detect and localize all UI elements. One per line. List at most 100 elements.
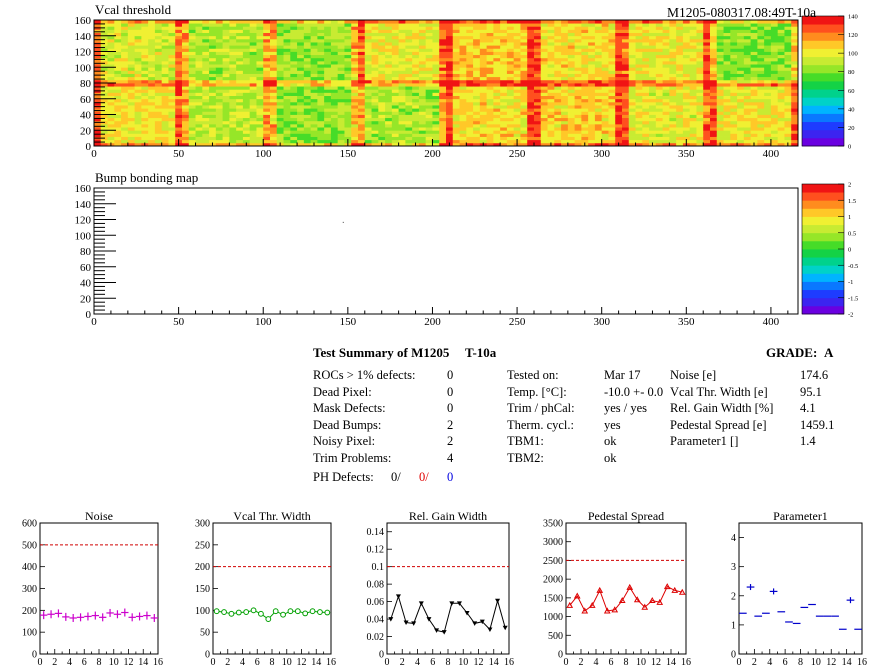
threshold-cell [317, 120, 325, 125]
threshold-cell [242, 54, 251, 59]
threshold-cell [249, 23, 257, 27]
threshold-cell [513, 23, 521, 27]
threshold-cell [540, 29, 548, 33]
threshold-cell [486, 120, 494, 125]
threshold-cell [242, 73, 251, 78]
threshold-cell [418, 60, 427, 65]
threshold-cell [730, 83, 738, 87]
threshold-cell [114, 117, 122, 122]
threshold-cell [540, 38, 548, 43]
threshold-cell [175, 111, 183, 115]
threshold-cell [337, 111, 345, 115]
threshold-cell [364, 120, 372, 125]
threshold-cell [121, 95, 129, 100]
threshold-cell [696, 57, 704, 62]
threshold-cell [141, 95, 149, 100]
threshold-cell [405, 60, 413, 65]
threshold-cell [121, 111, 129, 115]
threshold-cell [229, 73, 237, 78]
threshold-cell [276, 29, 284, 33]
threshold-cell [439, 105, 447, 109]
threshold-cell [175, 114, 183, 119]
threshold-cell [791, 114, 799, 119]
threshold-cell [676, 42, 684, 46]
threshold-cell [344, 136, 352, 141]
threshold-cell [513, 35, 521, 40]
threshold-cell [743, 133, 752, 137]
threshold-cell [520, 101, 528, 106]
threshold-cell [554, 105, 562, 109]
threshold-cell [188, 101, 196, 106]
threshold-cell [628, 32, 636, 37]
threshold-cell [540, 86, 548, 90]
threshold-cell [642, 76, 650, 81]
threshold-cell [567, 139, 576, 144]
threshold-cell [242, 139, 251, 144]
threshold-cell [506, 38, 515, 43]
threshold-cell [364, 101, 372, 106]
threshold-cell [263, 86, 271, 90]
threshold-cell [473, 83, 481, 87]
threshold-cell [114, 120, 122, 125]
threshold-cell [324, 105, 332, 109]
threshold-cell [141, 123, 149, 128]
threshold-cell [716, 51, 724, 56]
threshold-cell [127, 89, 136, 93]
threshold-cell [330, 73, 339, 78]
threshold-cell [588, 136, 596, 141]
threshold-cell [418, 98, 427, 103]
threshold-cell [141, 76, 149, 81]
threshold-cell [324, 60, 332, 65]
threshold-cell [330, 142, 339, 147]
threshold-cell [703, 83, 711, 87]
threshold-cell [770, 20, 779, 24]
threshold-cell [114, 123, 122, 128]
threshold-cell [182, 92, 190, 96]
threshold-cell [513, 123, 521, 128]
threshold-cell [649, 20, 657, 24]
threshold-cell [750, 67, 758, 71]
threshold-cell [256, 89, 264, 93]
threshold-cell [297, 70, 305, 74]
threshold-cell [364, 108, 372, 112]
threshold-cell [425, 76, 433, 81]
threshold-cell [682, 92, 691, 96]
threshold-cell [202, 101, 210, 106]
ph-defects-value-2: 0/ [419, 470, 429, 484]
threshold-cell [344, 83, 352, 87]
data-point [581, 607, 589, 614]
threshold-cell [446, 70, 454, 74]
threshold-cell [628, 26, 636, 30]
threshold-cell [283, 95, 291, 100]
threshold-cell [622, 120, 630, 125]
threshold-cell [364, 20, 372, 24]
threshold-cell [100, 95, 108, 100]
threshold-cell [676, 48, 684, 52]
threshold-cell [791, 20, 799, 24]
threshold-cell [669, 142, 677, 147]
threshold-cell [195, 130, 203, 134]
palette-tick-label: 2 [848, 182, 851, 189]
threshold-cell [324, 51, 332, 56]
threshold-cell [256, 117, 264, 122]
threshold-cell [479, 105, 488, 109]
x-tick-label: 10 [811, 657, 821, 668]
threshold-cell [682, 70, 691, 74]
threshold-cell [716, 92, 724, 96]
x-tick-label: 14 [138, 657, 148, 668]
threshold-cell [581, 92, 589, 96]
threshold-cell [669, 111, 677, 115]
threshold-cell [682, 35, 691, 40]
threshold-cell [601, 51, 609, 56]
threshold-cell [608, 108, 616, 112]
threshold-cell [689, 20, 697, 24]
threshold-cell [249, 95, 257, 100]
threshold-cell [466, 23, 474, 27]
threshold-cell [412, 60, 420, 65]
pedestal-spread-plot: 0 2 4 6 8 10 12 14 16050010001500200025003000350… [543, 509, 691, 668]
threshold-cell [371, 98, 379, 103]
threshold-cell [358, 95, 366, 100]
threshold-cell [405, 23, 413, 27]
threshold-cell [689, 139, 697, 144]
threshold-cell [94, 133, 102, 137]
